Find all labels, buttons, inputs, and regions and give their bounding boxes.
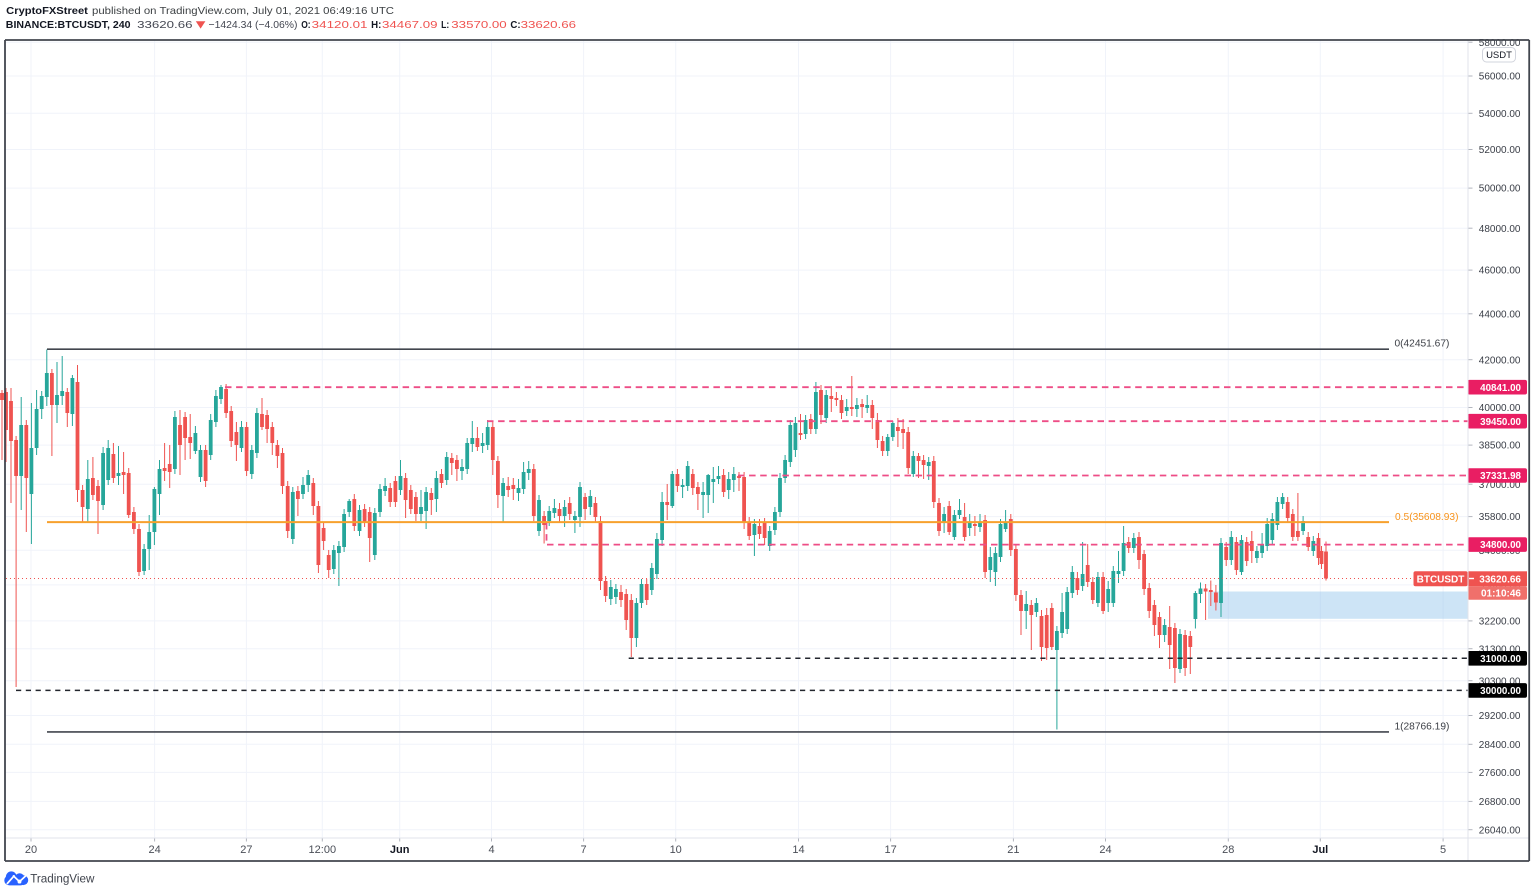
svg-text:31300.00: 31300.00 [1479,644,1521,655]
svg-text:0.5(35608.93): 0.5(35608.93) [1395,512,1458,523]
svg-text:USDT: USDT [1486,50,1512,61]
svg-text:31000.00: 31000.00 [1480,654,1521,665]
svg-text:33620.66: 33620.66 [521,19,577,31]
svg-text:44000.00: 44000.00 [1479,309,1521,320]
svg-text:35800.00: 35800.00 [1479,512,1521,523]
svg-text:Jun: Jun [390,844,410,856]
svg-text:40841.00: 40841.00 [1480,383,1521,394]
svg-text:−1424.34 (−4.06%): −1424.34 (−4.06%) [209,19,298,31]
svg-text:30000.00: 30000.00 [1480,686,1521,697]
svg-text:33620.66: 33620.66 [137,19,193,31]
svg-text:17: 17 [884,844,896,856]
svg-text:58000.00: 58000.00 [1479,38,1521,49]
svg-text:4: 4 [488,844,494,856]
svg-text:published on TradingView.com,: published on TradingView.com, July 01, 2… [92,5,394,17]
svg-text:24: 24 [1099,844,1111,856]
svg-text:TradingView: TradingView [30,872,94,886]
svg-text:34120.01: 34120.01 [312,19,368,31]
svg-text:L:: L: [441,19,449,31]
svg-text:38500.00: 38500.00 [1479,441,1521,452]
svg-text:10: 10 [670,844,682,856]
svg-text:26040.00: 26040.00 [1479,825,1521,836]
svg-text:21: 21 [1007,844,1019,856]
svg-text:0(42451.67): 0(42451.67) [1394,339,1449,350]
svg-text:48000.00: 48000.00 [1479,224,1521,235]
svg-text:26800.00: 26800.00 [1479,797,1521,808]
svg-text:BTCUSDT: BTCUSDT [1417,574,1465,585]
svg-text:1(28766.19): 1(28766.19) [1394,721,1449,732]
svg-text:29200.00: 29200.00 [1479,711,1521,722]
svg-text:H:: H: [371,19,381,31]
svg-text:27: 27 [240,844,252,856]
svg-text:28400.00: 28400.00 [1479,740,1521,751]
svg-text:34800.00: 34800.00 [1480,540,1521,551]
svg-text:46000.00: 46000.00 [1479,266,1521,277]
svg-text:34467.09: 34467.09 [382,19,438,31]
svg-text:54000.00: 54000.00 [1479,109,1521,120]
svg-text:7: 7 [581,844,587,856]
svg-text:Jul: Jul [1312,844,1328,856]
svg-text:32200.00: 32200.00 [1479,617,1521,628]
svg-text:56000.00: 56000.00 [1479,72,1521,83]
svg-text:20: 20 [25,844,37,856]
svg-text:52000.00: 52000.00 [1479,145,1521,156]
svg-text:12:00: 12:00 [309,844,337,856]
svg-text:BINANCE:BTCUSDT, 240: BINANCE:BTCUSDT, 240 [6,19,131,31]
svg-text:01:10:46: 01:10:46 [1481,588,1521,599]
svg-text:27600.00: 27600.00 [1479,768,1521,779]
svg-text:O:: O: [301,19,310,31]
svg-text:39450.00: 39450.00 [1480,417,1521,428]
svg-text:33570.00: 33570.00 [451,19,507,31]
svg-text:24: 24 [148,844,160,856]
svg-text:C:: C: [510,19,520,31]
svg-text:37000.00: 37000.00 [1479,480,1521,491]
svg-text:28: 28 [1222,844,1234,856]
svg-text:50000.00: 50000.00 [1479,184,1521,195]
svg-text:40000.00: 40000.00 [1479,403,1521,414]
svg-text:42000.00: 42000.00 [1479,355,1521,366]
svg-text:CryptoFXStreet: CryptoFXStreet [6,5,88,17]
svg-text:30300.00: 30300.00 [1479,676,1521,687]
svg-text:37331.98: 37331.98 [1480,471,1521,482]
svg-text:14: 14 [792,844,804,856]
svg-text:5: 5 [1440,844,1446,856]
svg-text:33620.66: 33620.66 [1479,574,1521,585]
